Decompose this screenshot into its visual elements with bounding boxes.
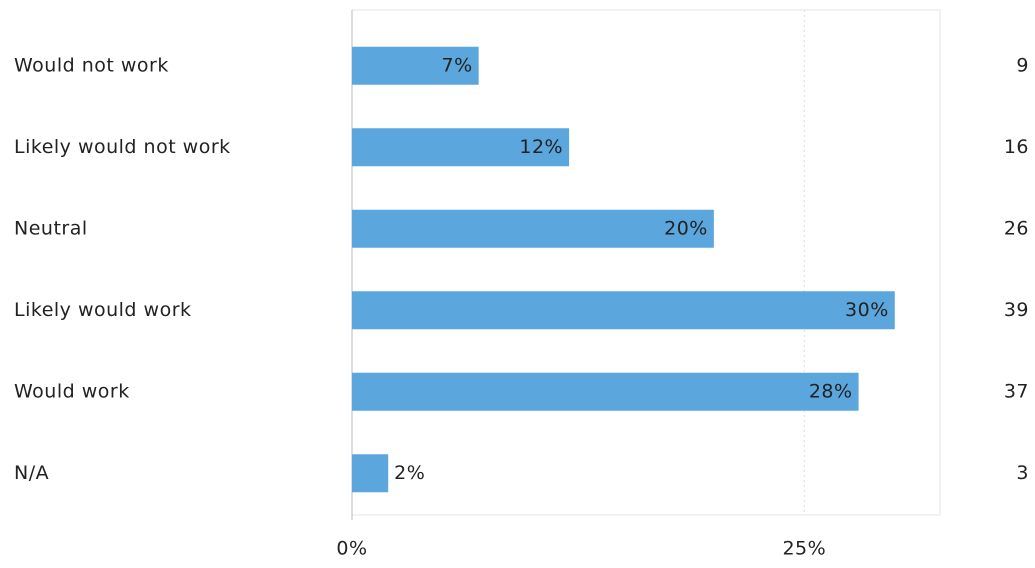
plot-frame <box>351 9 941 516</box>
category-label: Would work <box>14 380 130 402</box>
category-label: Likely would work <box>14 299 192 321</box>
count-label: 16 <box>1004 136 1029 158</box>
count-label: 39 <box>1004 299 1029 321</box>
category-label: N/A <box>14 462 49 484</box>
count-label: 9 <box>1016 54 1029 76</box>
x-tick-label: 25% <box>782 538 826 560</box>
count-label: 37 <box>1004 380 1029 402</box>
category-label: Would not work <box>14 54 169 76</box>
count-label: 3 <box>1016 462 1029 484</box>
category-label: Neutral <box>14 217 88 239</box>
value-label: 30% <box>845 299 889 321</box>
value-label: 2% <box>394 462 425 484</box>
x-tick-label: 0% <box>336 538 367 560</box>
bar <box>352 372 859 411</box>
bar <box>352 209 714 248</box>
bar <box>352 46 479 85</box>
category-label: Likely would not work <box>14 136 231 158</box>
bar <box>352 128 570 167</box>
value-label: 12% <box>519 136 563 158</box>
value-label: 20% <box>664 217 708 239</box>
value-label: 28% <box>809 380 853 402</box>
bar <box>352 291 895 330</box>
count-label: 26 <box>1004 217 1029 239</box>
value-label: 7% <box>441 54 472 76</box>
bar <box>352 454 389 493</box>
